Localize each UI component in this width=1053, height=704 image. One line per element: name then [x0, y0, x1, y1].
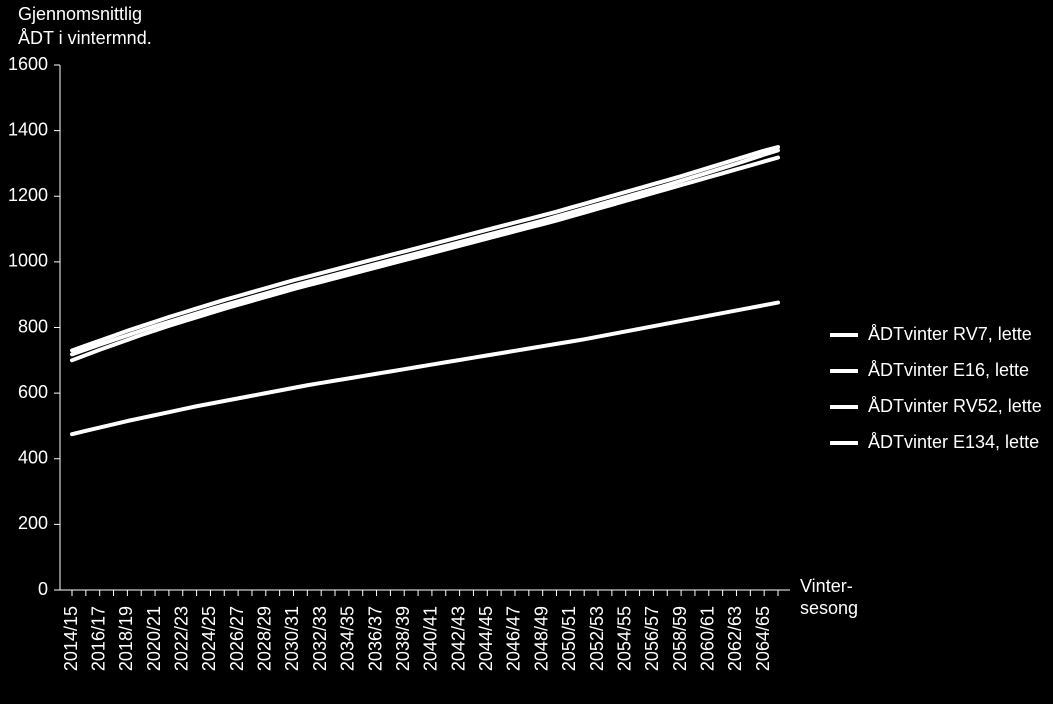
y-tick-label: 200: [18, 513, 48, 533]
x-tick-label: 2036/37: [365, 606, 385, 671]
x-tick-label: 2046/47: [504, 606, 524, 671]
x-tick-label: 2058/59: [670, 606, 690, 671]
x-tick-label: 2030/31: [282, 606, 302, 671]
x-tick-label: 2062/63: [725, 606, 745, 671]
chart-svg: 0 200 400 600 800 1000 1200 1400 1600 Gjennomsnit…: [0, 0, 1053, 704]
legend-label-e134: ÅDTvinter E134, lette: [868, 432, 1039, 452]
x-tick-label: 2034/35: [338, 606, 358, 671]
y-tick-label: 1200: [8, 185, 48, 205]
x-tick-label: 2018/19: [116, 606, 136, 671]
x-tick-label: 2026/27: [227, 606, 247, 671]
x-tick-label: 2044/45: [476, 606, 496, 671]
x-tick-label: 2048/49: [531, 606, 551, 671]
x-tick-label: 2054/55: [614, 606, 634, 671]
x-tick-label: 2014/15: [61, 606, 81, 671]
x-axis-title: Vinter-: [800, 576, 853, 596]
chart-background: [0, 0, 1053, 704]
x-tick-label: 2028/29: [255, 606, 275, 671]
x-tick-label: 2052/53: [587, 606, 607, 671]
x-tick-label: 2016/17: [88, 606, 108, 671]
y-tick-label: 600: [18, 382, 48, 402]
x-tick-label: 2050/51: [559, 606, 579, 671]
line-chart: 0 200 400 600 800 1000 1200 1400 1600 Gjennomsnit…: [0, 0, 1053, 704]
legend-label-e16: ÅDTvinter E16, lette: [868, 360, 1029, 380]
legend-label-rv52: ÅDTvinter RV52, lette: [868, 396, 1042, 416]
y-tick-label: 800: [18, 316, 48, 336]
x-tick-label: 2064/65: [753, 606, 773, 671]
x-tick-label: 2040/41: [421, 606, 441, 671]
x-tick-label: 2060/61: [698, 606, 718, 671]
x-tick-label: 2024/25: [199, 606, 219, 671]
y-tick-label: 0: [38, 579, 48, 599]
y-tick-label: 1600: [8, 54, 48, 74]
x-axis-title: sesong: [800, 598, 858, 618]
x-tick-label: 2032/33: [310, 606, 330, 671]
y-tick-label: 400: [18, 448, 48, 468]
y-axis-title: ÅDT i vintermnd.: [18, 28, 152, 48]
y-axis-title: Gjennomsnittlig: [18, 4, 142, 24]
x-tick-label: 2038/39: [393, 606, 413, 671]
y-tick-label: 1400: [8, 119, 48, 139]
x-tick-label: 2042/43: [448, 606, 468, 671]
y-tick-label: 1000: [8, 251, 48, 271]
legend-label-rv7: ÅDTvinter RV7, lette: [868, 324, 1032, 344]
x-tick-label: 2020/21: [144, 606, 164, 671]
x-tick-label: 2022/23: [171, 606, 191, 671]
x-tick-label: 2056/57: [642, 606, 662, 671]
